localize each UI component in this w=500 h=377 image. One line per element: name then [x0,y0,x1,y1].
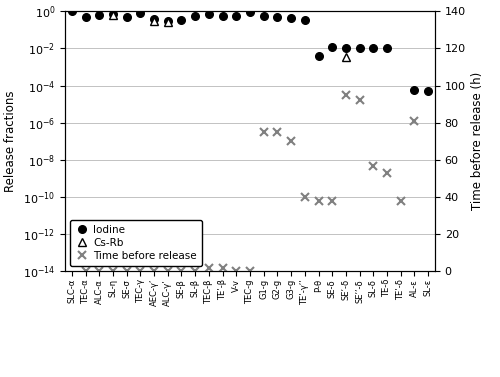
Time before release [124,269,130,274]
Time before release [178,269,184,274]
Time before release [165,269,171,274]
Iodine [274,14,280,19]
Line: Time before release: Time before release [82,91,418,275]
Cs-Rb [151,18,157,23]
Iodine [356,46,362,50]
Iodine [178,17,184,22]
Time before release [96,269,102,274]
Cs-Rb [343,55,349,59]
Iodine [124,14,130,19]
Iodine [425,89,431,93]
Iodine [343,46,349,50]
Time before release [247,269,253,274]
Line: Cs-Rb: Cs-Rb [109,11,350,61]
Iodine [247,10,253,15]
Y-axis label: Time before release (h): Time before release (h) [472,72,484,210]
Time before release [384,171,390,175]
Iodine [192,14,198,18]
Iodine [260,14,266,18]
Time before release [288,139,294,144]
Time before release [82,269,88,274]
Time before release [329,199,335,203]
Line: Iodine: Iodine [68,8,432,95]
Y-axis label: Release fractions: Release fractions [4,90,18,192]
Iodine [316,54,322,58]
Time before release [356,98,362,103]
Iodine [69,9,75,14]
Time before release [220,265,226,270]
Iodine [206,12,212,17]
Iodine [288,16,294,21]
Iodine [96,13,102,18]
Time before release [138,269,143,274]
Time before release [398,199,404,203]
Iodine [110,12,116,16]
Time before release [343,93,349,97]
Iodine [151,17,157,21]
Time before release [316,199,322,203]
Iodine [302,18,308,23]
Time before release [234,269,239,274]
Time before release [151,269,157,274]
Legend: Iodine, Cs-Rb, Time before release: Iodine, Cs-Rb, Time before release [70,219,202,266]
Time before release [302,195,308,199]
Time before release [260,130,266,134]
Time before release [192,269,198,274]
Iodine [412,87,418,92]
Time before release [274,130,280,134]
Time before release [110,269,116,274]
Iodine [329,45,335,49]
Cs-Rb [165,20,171,25]
Iodine [220,14,226,18]
Time before release [370,163,376,168]
Iodine [370,46,376,50]
Cs-Rb [110,12,116,17]
Time before release [206,265,212,270]
Time before release [412,119,418,123]
Iodine [234,14,239,18]
Iodine [138,10,143,15]
Iodine [165,18,171,23]
Iodine [82,14,88,19]
Iodine [384,46,390,50]
